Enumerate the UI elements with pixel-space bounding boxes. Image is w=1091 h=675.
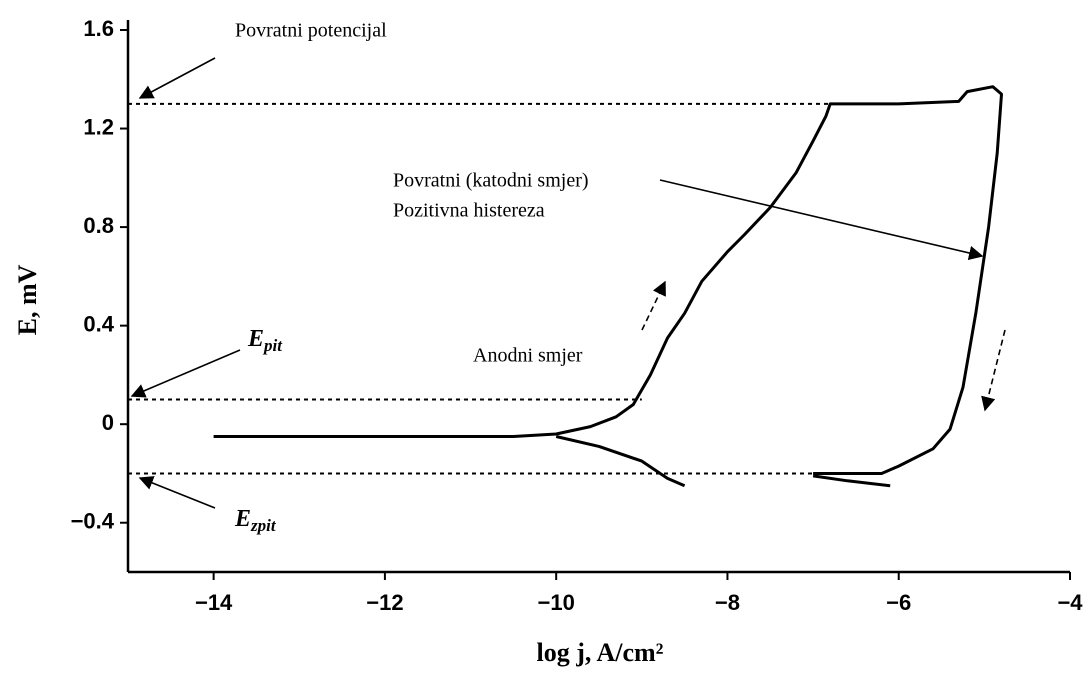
annotation-text: E — [247, 326, 264, 352]
data-line — [555, 435, 686, 488]
y-tick-label: −0.4 — [71, 509, 115, 534]
annotation: Povratni potencijal — [235, 20, 387, 42]
x-tick-label: −12 — [366, 590, 403, 615]
y-tick-label: 0.4 — [83, 311, 114, 336]
x-axis-label: log j, A/cm² — [537, 638, 664, 667]
y-tick-label: 0.8 — [83, 213, 114, 238]
y-tick-label: 0 — [102, 410, 114, 435]
x-tick-label: −6 — [886, 590, 911, 615]
arrow — [130, 349, 241, 398]
arrow — [138, 57, 216, 99]
x-tick-label: −8 — [715, 590, 740, 615]
annotation: Anodni smjer — [473, 345, 583, 367]
x-tick-label: −10 — [538, 590, 575, 615]
x-tick-label: −14 — [195, 590, 233, 615]
annotation: Ezpit — [234, 506, 277, 535]
arrow — [138, 476, 216, 509]
arrow — [659, 179, 984, 261]
y-tick-label: 1.2 — [83, 114, 114, 139]
annotation-text: E — [234, 506, 251, 532]
arrow — [981, 329, 1006, 412]
annotation: Povratni (katodni smjer) — [393, 170, 589, 192]
y-axis-label: E, mV — [13, 264, 42, 335]
annotation: Pozitivna histereza — [393, 200, 545, 222]
data-line — [812, 474, 891, 488]
annotation-subscript: zpit — [250, 516, 277, 535]
y-tick-label: 1.6 — [83, 16, 114, 41]
arrows — [130, 57, 1006, 509]
annotation-subscript: pit — [262, 336, 283, 355]
x-tick-label: −4 — [1057, 590, 1083, 615]
annotation: Epit — [247, 326, 283, 355]
data-line — [213, 85, 1003, 475]
arrow — [641, 280, 666, 331]
